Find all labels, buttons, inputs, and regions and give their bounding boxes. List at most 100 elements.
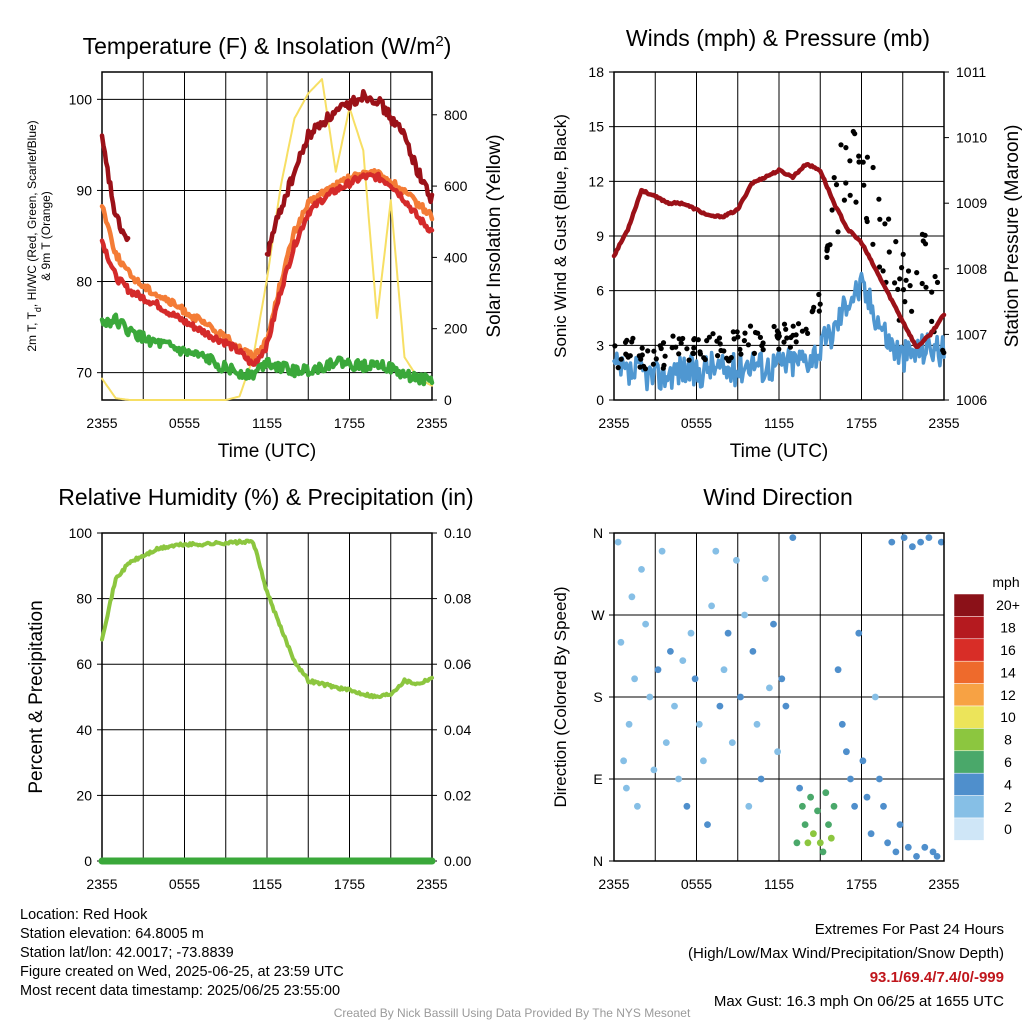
gust-point — [783, 326, 789, 332]
gust-point — [751, 350, 758, 356]
gust-point — [831, 175, 837, 181]
direction-point — [851, 802, 858, 810]
gust-point — [686, 357, 692, 363]
gust-point — [787, 344, 794, 350]
series-line-hi-wc — [99, 88, 435, 257]
plot-frame — [613, 71, 945, 401]
colorbar-swatch — [953, 817, 985, 841]
x-tick-label: 1755 — [846, 876, 877, 892]
direction-point — [827, 834, 835, 842]
direction-point — [614, 538, 622, 546]
gust-point — [861, 182, 867, 188]
direction-point — [838, 720, 846, 728]
y-right-tick-label: 0.10 — [444, 525, 471, 541]
gust-point — [730, 329, 736, 335]
y-right-tick-label: 1010 — [956, 130, 987, 146]
gust-point — [612, 343, 618, 349]
colorbar-swatch — [953, 750, 985, 774]
gust-point — [833, 182, 840, 188]
colorbar-swatch — [953, 705, 985, 729]
direction-point — [937, 538, 945, 546]
gust-point — [902, 299, 908, 305]
gust-point — [824, 254, 830, 260]
gust-point — [738, 351, 744, 357]
gust-point — [726, 358, 732, 364]
direction-point — [913, 853, 920, 860]
y-tick-label: 40 — [76, 722, 92, 738]
gust-point — [776, 346, 782, 352]
direction-point — [859, 757, 867, 765]
x-tick-label: 1755 — [846, 415, 877, 431]
gust-point — [793, 339, 799, 345]
x-tick-label: 0555 — [681, 876, 712, 892]
extremes-values: 93.1/69.4/7.4/0/-999 — [869, 969, 1004, 986]
gust-point — [929, 289, 935, 295]
y-tick-label: 6 — [596, 283, 604, 299]
direction-point — [871, 693, 879, 701]
direction-point — [822, 789, 830, 797]
extremes-info: Extremes For Past 24 Hours (High/Low/Max… — [688, 918, 1004, 1014]
y-tick-label: 15 — [588, 119, 604, 135]
temperature-panel: 70 80 90 100 0 200 400 600 800 2355 0555 1155 1755 23… — [25, 71, 505, 462]
gust-point — [900, 287, 907, 293]
rh-ylabel-left: Percent & Precipitation — [26, 600, 47, 793]
direction-point — [662, 739, 670, 746]
colorbar-label: 18 — [1000, 620, 1016, 636]
gust-point — [716, 335, 723, 341]
colorbar-label: 4 — [1004, 776, 1012, 792]
direction-point — [825, 821, 832, 828]
gust-point — [747, 323, 754, 329]
gust-point — [625, 354, 631, 360]
direction-point — [658, 547, 666, 555]
colorbar-label: 20+ — [996, 597, 1020, 613]
y-right-tick-label: 0.04 — [444, 722, 471, 738]
gust-point — [615, 365, 621, 371]
gust-point — [899, 265, 905, 271]
series-line-station-pressure — [611, 161, 947, 350]
temp-title: Temperature (F) & Insolation (W/m2) — [83, 33, 452, 60]
gust-point — [870, 164, 876, 171]
gust-point — [853, 199, 859, 205]
created-text: Figure created on Wed, 2025-06-25, at 23… — [20, 964, 344, 980]
gust-point — [817, 301, 823, 307]
gust-point — [645, 348, 651, 354]
gust-point — [673, 344, 679, 350]
gust-point — [650, 361, 657, 367]
direction-tick-label: N — [593, 525, 603, 541]
gust-point — [856, 159, 862, 165]
gust-point — [717, 341, 723, 347]
gust-point — [877, 216, 883, 222]
gust-point — [759, 343, 765, 349]
gust-point — [850, 128, 856, 135]
gust-point — [847, 192, 853, 198]
x-tick-label: 2355 — [598, 415, 629, 431]
gust-point — [923, 284, 929, 290]
gust-point — [929, 318, 935, 324]
direction-point — [782, 702, 790, 710]
gust-point — [737, 346, 743, 352]
humidity-precip-panel: 0 20 40 60 80 100 0.00 0.02 0.04 0.06 0.08 0.10 2355… — [26, 525, 471, 892]
y-right-tick-label: 1007 — [956, 326, 987, 342]
direction-point — [741, 611, 748, 619]
x-tick-label: 1155 — [252, 415, 282, 431]
gust-point — [735, 334, 741, 340]
gust-point — [639, 345, 645, 351]
x-tick-label: 0555 — [169, 415, 200, 431]
direction-point — [683, 802, 691, 810]
direction-point — [761, 575, 769, 582]
gust-point — [662, 353, 668, 359]
gust-point — [847, 158, 853, 164]
gust-point — [734, 329, 740, 335]
gust-point — [886, 216, 892, 222]
colorbar-swatch — [953, 593, 985, 617]
gust-point — [771, 323, 777, 330]
direction-point — [642, 620, 649, 628]
wind-direction-panel: N E S W N 2355 0555 1155 1755 2355 Direction (Colo… — [551, 525, 960, 892]
gust-point — [843, 180, 849, 186]
gust-point — [755, 330, 761, 336]
temp-ylabel-right: Solar Insolation (Yellow) — [484, 134, 505, 337]
direction-point — [810, 830, 817, 838]
gust-point — [864, 154, 871, 160]
x-tick-label: 1755 — [334, 415, 365, 431]
direction-point — [855, 629, 863, 637]
